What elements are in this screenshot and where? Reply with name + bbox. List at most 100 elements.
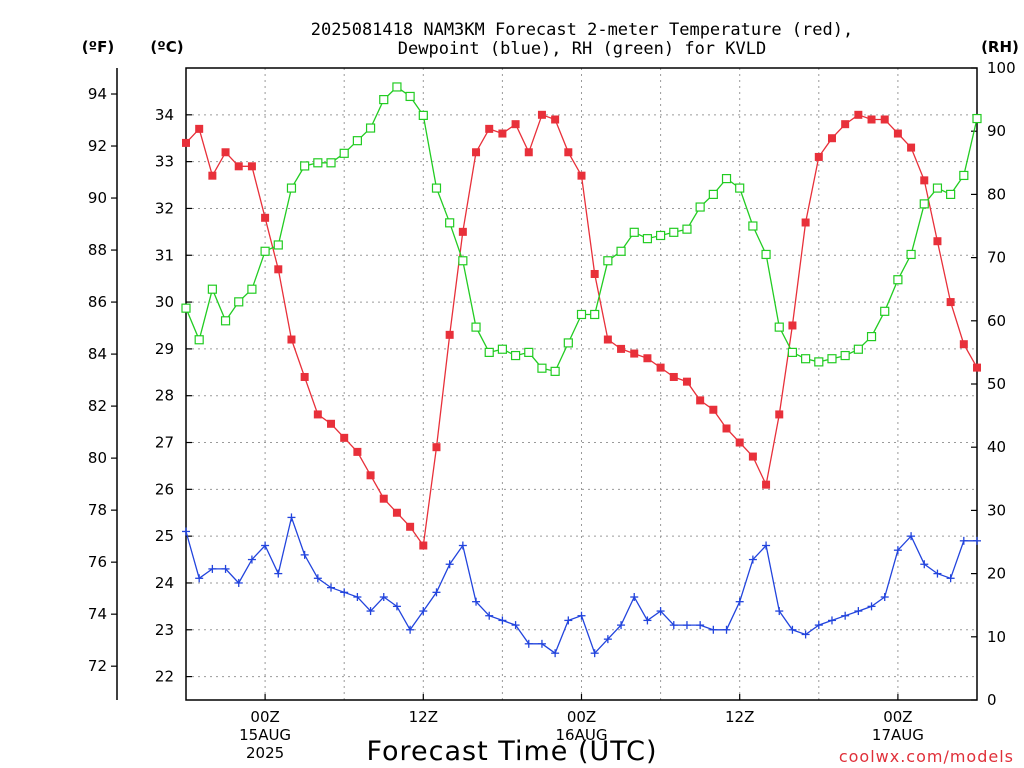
rh-point [458,256,468,266]
rh-point [629,227,639,237]
x-tick-label: 00Z [883,708,912,726]
x-tick-label: 00Z [250,708,279,726]
dewpoint-point [841,611,850,620]
rh-tick-label: 80 [987,185,1006,203]
celsius-tick-label: 32 [155,199,174,217]
rh-tick-label: 70 [987,249,1006,267]
x-tick-label: 16AUG [556,726,608,744]
dewpoint-point [287,513,296,522]
rh-point [339,148,349,158]
rh-point [247,284,257,294]
dewpoint-point [195,574,204,583]
rh-point [695,202,705,212]
rh-point [814,357,824,367]
rh-point [234,297,244,307]
temperature-point [748,452,757,461]
celsius-tick-label: 31 [155,246,174,264]
temperature-point [221,148,230,157]
temperature-point [946,298,955,307]
dewpoint-point [669,621,678,630]
rh-point [761,249,771,260]
temperature-point [406,522,415,531]
celsius-tick-label: 29 [155,340,174,358]
dewpoint-point [234,578,243,587]
fahrenheit-tick-label: 74 [88,605,107,623]
rh-point [445,218,455,228]
dewpoint-point [775,607,784,616]
rh-point [379,94,389,105]
rh-point [484,347,494,357]
temperature-point [617,344,626,353]
temperature-point [208,171,217,180]
temperature-point [788,321,797,330]
dewpoint-point [762,541,771,550]
rh-point [313,158,323,168]
source-credit: coolwx.com/models [839,747,1014,766]
dewpoint-point [366,607,375,616]
temperature-point [933,237,942,246]
dewpoint-point [564,616,573,625]
temperature-point [656,363,665,372]
dewpoint-point [300,550,309,559]
rh-point [959,170,969,181]
temperature-point [973,363,981,372]
rh-point [919,199,929,209]
rh-point [590,309,600,320]
rh-point [655,230,666,241]
temperature-point [234,162,243,171]
dewpoint-point [656,607,665,616]
dewpoint-point [274,569,283,578]
dewpoint-point [827,616,836,625]
rh-point [853,344,863,354]
rh-point [616,246,626,256]
fahrenheit-tick-label: 76 [88,553,107,571]
rh-point [537,363,547,373]
temperature-point [709,405,718,414]
temperature-point [920,176,929,185]
rh-point [194,335,204,345]
fahrenheit-tick-label: 72 [88,657,107,675]
temperature-point [340,433,349,442]
temperature-point [379,494,388,503]
rh-point [576,309,587,320]
fahrenheit-tick-label: 84 [88,345,107,363]
temperature-point [854,110,863,119]
rh-tick-label: 40 [987,438,1006,456]
rh-point [563,338,573,348]
temperature-point [300,372,309,381]
dewpoint-point [472,597,481,606]
rh-point [260,246,270,256]
temperature-point [801,218,810,227]
temperature-point [867,115,876,124]
x-axis-label: Forecast Time (UTC) [366,736,657,767]
dewpoint-point [590,649,599,658]
temperature-point [722,424,731,433]
rh-tick-label: 90 [987,122,1006,140]
temperature-point [485,124,494,133]
rh-point [906,249,916,260]
temperature-point [814,152,823,161]
rh-point [735,183,745,193]
temperature-point [590,269,599,278]
dewpoint-point [327,583,336,592]
dewpoint-point [933,569,942,578]
fahrenheit-tick-label: 90 [88,189,107,207]
temperature-point [564,148,573,157]
dewpoint-point [182,527,190,536]
temperature-point [432,443,441,452]
rh-point [801,354,811,364]
dewpoint-point [313,574,322,583]
rh-tick-label: 10 [987,628,1006,646]
rh-point [774,322,784,332]
dewpoint-point [630,593,639,602]
rh-point [603,256,613,266]
temperature-point [511,120,520,129]
rh-point [932,183,943,193]
temperature-point [907,143,916,152]
axes-ticks: 22 23 24 25 26 27 28 29 30 31 32 33 34 72 74 76 78 80 82 84… [88,59,1016,762]
dewpoint-point [682,621,691,630]
chart-title-line-2: Dewpoint (blue), RH (green) for KVLD [398,39,766,59]
rh-point [866,332,877,342]
rh-point [207,284,217,294]
temperature-point [841,120,850,129]
